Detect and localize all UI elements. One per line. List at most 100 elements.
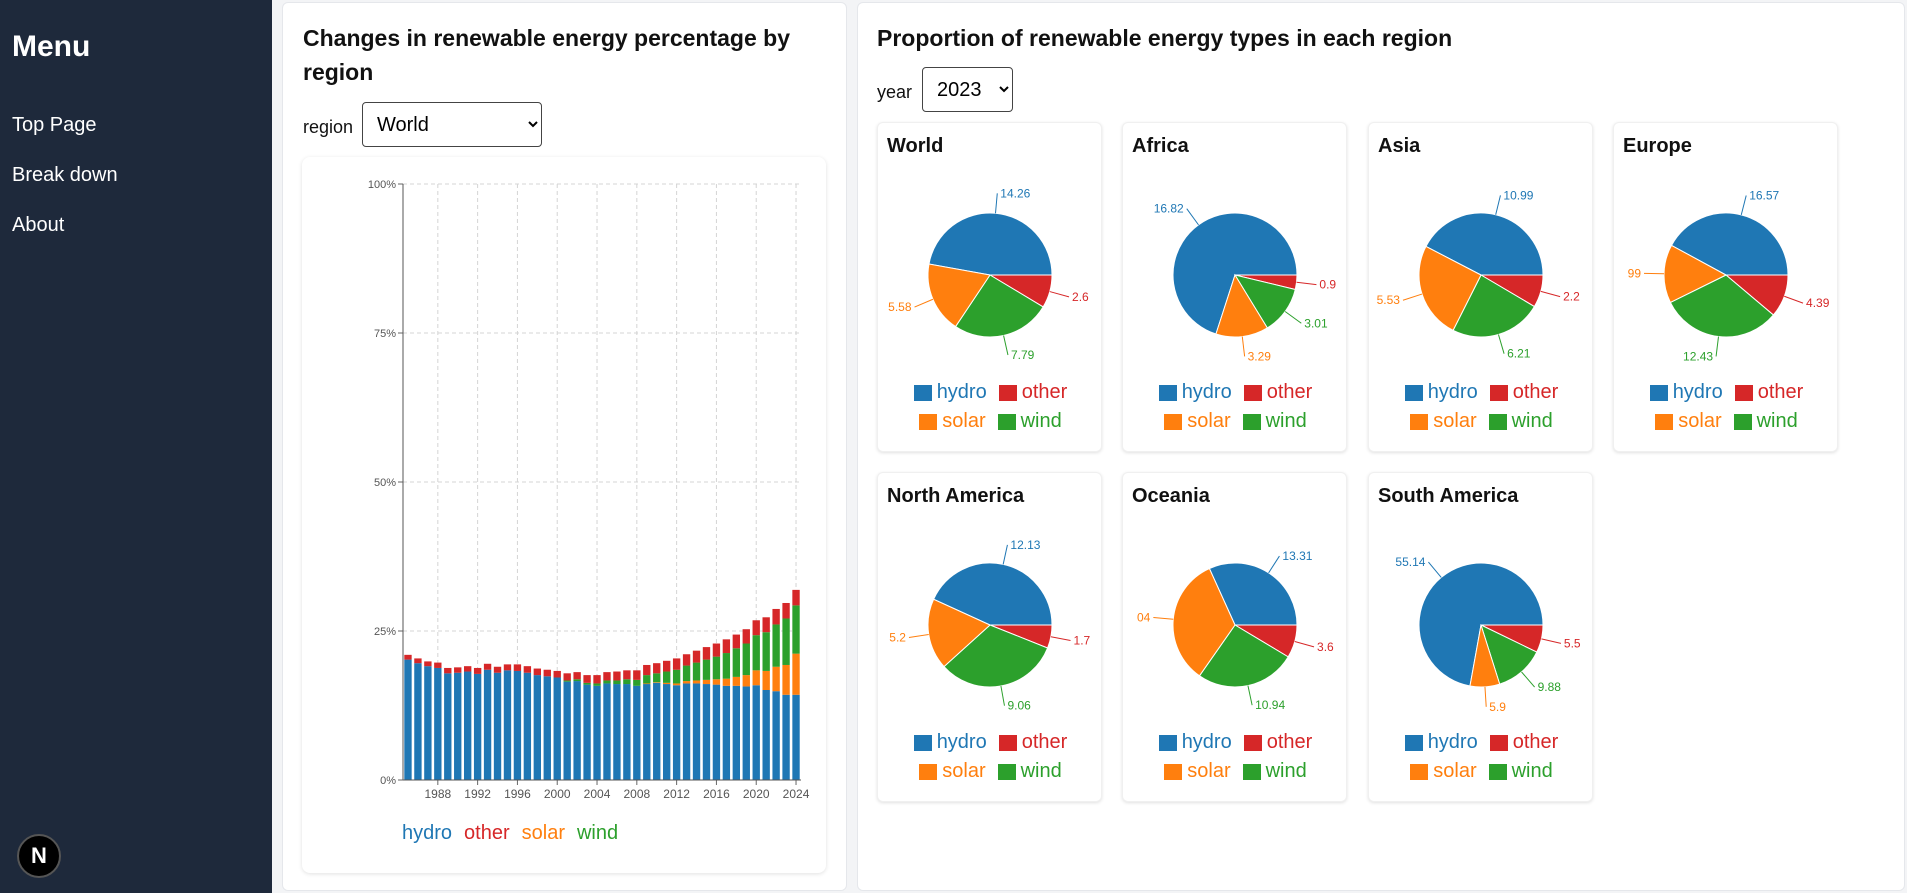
- pie-chart: 14.26 2.6 7.79 5.58: [888, 186, 1089, 362]
- legend-item-other: other: [998, 731, 1067, 754]
- legend-swatch: [1649, 384, 1668, 401]
- pie-leader-solar: [908, 633, 929, 639]
- legend-label: other: [1021, 381, 1068, 403]
- legend-label: wind: [1511, 410, 1553, 432]
- legend-item-hydro: hydro: [1404, 731, 1478, 754]
- pie-leader-other: [1049, 291, 1070, 298]
- bar-other-2008: [633, 670, 641, 680]
- legend-label: other: [1266, 731, 1313, 753]
- bar-hydro-2016: [712, 684, 721, 780]
- bar-chart-card: 0% 25% 50% 75% 100% 1988 1992 1996 2000 2004 2008 2…: [302, 157, 826, 873]
- pie-legend: hydro other solar wind: [1123, 381, 1348, 433]
- legend-item-other: other: [1243, 381, 1313, 404]
- bar-solar-2020: [752, 670, 760, 686]
- pie-slice-wind: [943, 624, 1049, 688]
- pie-label-hydro: 13.31: [1282, 549, 1312, 563]
- legend-item-solar: solar: [522, 822, 565, 845]
- pie-legend: hydro other solar wind: [1369, 731, 1594, 783]
- y-tick-label: 0%: [380, 775, 396, 787]
- bar-hydro-2024: [792, 694, 800, 780]
- bar-other-2004: [593, 675, 601, 684]
- bar-solar-2010: [653, 682, 661, 683]
- bar-wind-2008: [633, 679, 641, 686]
- legend-item-wind: wind: [997, 410, 1062, 433]
- legend-swatch: [1488, 413, 1507, 430]
- bar-hydro-2020: [752, 685, 760, 780]
- pie-legend: hydro other solar wind: [1369, 381, 1594, 433]
- x-tick-label: 1996: [504, 787, 531, 801]
- pie-label-solar: 5.9: [1489, 700, 1506, 713]
- nav-break-down[interactable]: Break down: [12, 164, 118, 186]
- pie-label-solar: 5.58: [888, 300, 912, 314]
- nav-about[interactable]: About: [12, 214, 65, 236]
- bar-other-2009: [643, 664, 651, 676]
- pie-label-other: 0.9: [1319, 278, 1336, 292]
- legend-swatch: [1242, 413, 1261, 430]
- region-label: region: [303, 117, 354, 137]
- legend-label: wind: [1020, 760, 1062, 782]
- pie-label-solar: 99: [1628, 266, 1642, 280]
- x-tick-label: 2000: [544, 787, 571, 801]
- legend-label: hydro: [936, 381, 987, 403]
- bar-other-1988: [434, 662, 442, 668]
- bar-other-2001: [563, 673, 571, 681]
- pie-label-solar: 3.29: [1248, 349, 1272, 363]
- legend-label: solar: [942, 760, 986, 782]
- bar-wind-2020: [752, 635, 760, 671]
- sidebar: Menu Top Page Break down About N: [0, 0, 272, 893]
- bar-solar-2018: [732, 676, 741, 686]
- bar-other-1991: [463, 666, 472, 672]
- pie-card-south-america: South America 55.14 5.5 9.88 5.9 hydro other so…: [1368, 472, 1593, 802]
- bar-hydro-1998: [533, 675, 542, 780]
- legend-label: hydro: [1672, 381, 1723, 403]
- bar-other-2010: [653, 663, 661, 674]
- legend-label: hydro: [1427, 381, 1478, 403]
- bar-wind-2021: [762, 632, 770, 671]
- legend-swatch: [1243, 384, 1262, 401]
- bar-hydro-1999: [543, 676, 551, 780]
- legend-label: other: [1266, 381, 1313, 403]
- bar-other-2015: [702, 647, 711, 660]
- pie-chart: 55.14 5.5 9.88 5.9: [1395, 555, 1581, 713]
- bar-hydro-2021: [762, 690, 770, 780]
- pie-slice-wind: [954, 274, 1044, 338]
- left-panel-title: Changes in renewable energy percentage b…: [303, 25, 790, 85]
- pie-slice-solar: [927, 598, 991, 668]
- bar-wind-2006: [613, 680, 621, 685]
- pie-slice-solar: [1215, 273, 1268, 338]
- legend-item-wind: wind: [1242, 410, 1307, 433]
- y-tick-label: 25%: [374, 626, 396, 638]
- bar-wind-2024: [792, 605, 800, 654]
- sidebar-title: Menu: [12, 30, 91, 63]
- legend-swatch: [1489, 734, 1508, 751]
- pie-leader-hydro: [1495, 195, 1501, 215]
- pie-leader-wind: [1000, 685, 1005, 706]
- pie-slice-hydro: [1670, 212, 1789, 276]
- pie-leader-wind: [1715, 336, 1719, 357]
- pie-leader-wind: [1284, 311, 1302, 324]
- legend-item-hydro: hydro: [913, 731, 987, 754]
- bar-hydro-2003: [583, 684, 591, 780]
- bar-hydro-2007: [623, 684, 631, 780]
- year-select[interactable]: 2023: [922, 67, 1013, 112]
- legend-label: wind: [1020, 410, 1062, 432]
- bar-hydro-2018: [732, 685, 741, 780]
- bar-other-1987: [424, 661, 432, 667]
- pie-label-other: 1.7: [1074, 633, 1091, 647]
- pie-label-wind: 10.94: [1255, 698, 1285, 712]
- pie-leader-hydro: [995, 193, 998, 214]
- bar-hydro-1991: [463, 671, 472, 780]
- region-select[interactable]: World: [362, 102, 542, 147]
- pie-label-wind: 7.79: [1011, 348, 1035, 362]
- nextjs-badge-icon[interactable]: N: [17, 834, 61, 878]
- legend-swatch: [998, 384, 1017, 401]
- nav-top-page[interactable]: Top Page: [12, 114, 97, 136]
- pie-label-other: 2.2: [1563, 290, 1580, 304]
- bar-other-2003: [583, 675, 591, 683]
- pie-legend: hydro other solar wind: [878, 731, 1103, 783]
- bar-wind-2009: [643, 675, 651, 684]
- bar-wind-2002: [573, 679, 581, 682]
- legend-swatch: [1404, 384, 1423, 401]
- bar-hydro-2006: [613, 684, 621, 780]
- bar-wind-2022: [772, 624, 780, 667]
